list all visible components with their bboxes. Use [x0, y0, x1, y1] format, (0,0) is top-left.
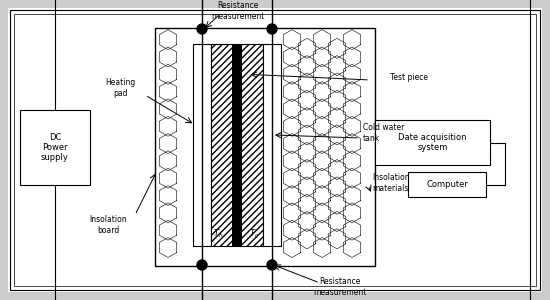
Text: Heating
pad: Heating pad — [105, 78, 135, 98]
Circle shape — [267, 24, 277, 34]
Bar — [20, 110, 90, 185]
Text: Resistance
measurement: Resistance measurement — [211, 1, 265, 21]
Text: Date acquisition
system: Date acquisition system — [398, 133, 467, 152]
Bar — [193, 44, 211, 246]
Circle shape — [267, 260, 277, 270]
Text: Insolation
board: Insolation board — [89, 215, 127, 235]
Text: DC
Power
supply: DC Power supply — [41, 133, 69, 162]
Bar — [408, 172, 486, 197]
Bar — [155, 28, 375, 266]
Text: $T_c$: $T_c$ — [249, 228, 259, 240]
Text: Computer: Computer — [426, 180, 468, 189]
Text: Insolation
materials: Insolation materials — [372, 173, 410, 193]
Bar — [211, 44, 263, 246]
Text: Test piece: Test piece — [390, 74, 428, 82]
Circle shape — [197, 260, 207, 270]
Bar — [232, 44, 242, 246]
Bar — [375, 120, 490, 165]
Text: Resistance
measurement: Resistance measurement — [314, 277, 367, 297]
Text: Cold water
tank: Cold water tank — [363, 123, 404, 143]
Circle shape — [197, 24, 207, 34]
Text: $T_h$: $T_h$ — [213, 228, 223, 240]
Bar — [263, 44, 281, 246]
